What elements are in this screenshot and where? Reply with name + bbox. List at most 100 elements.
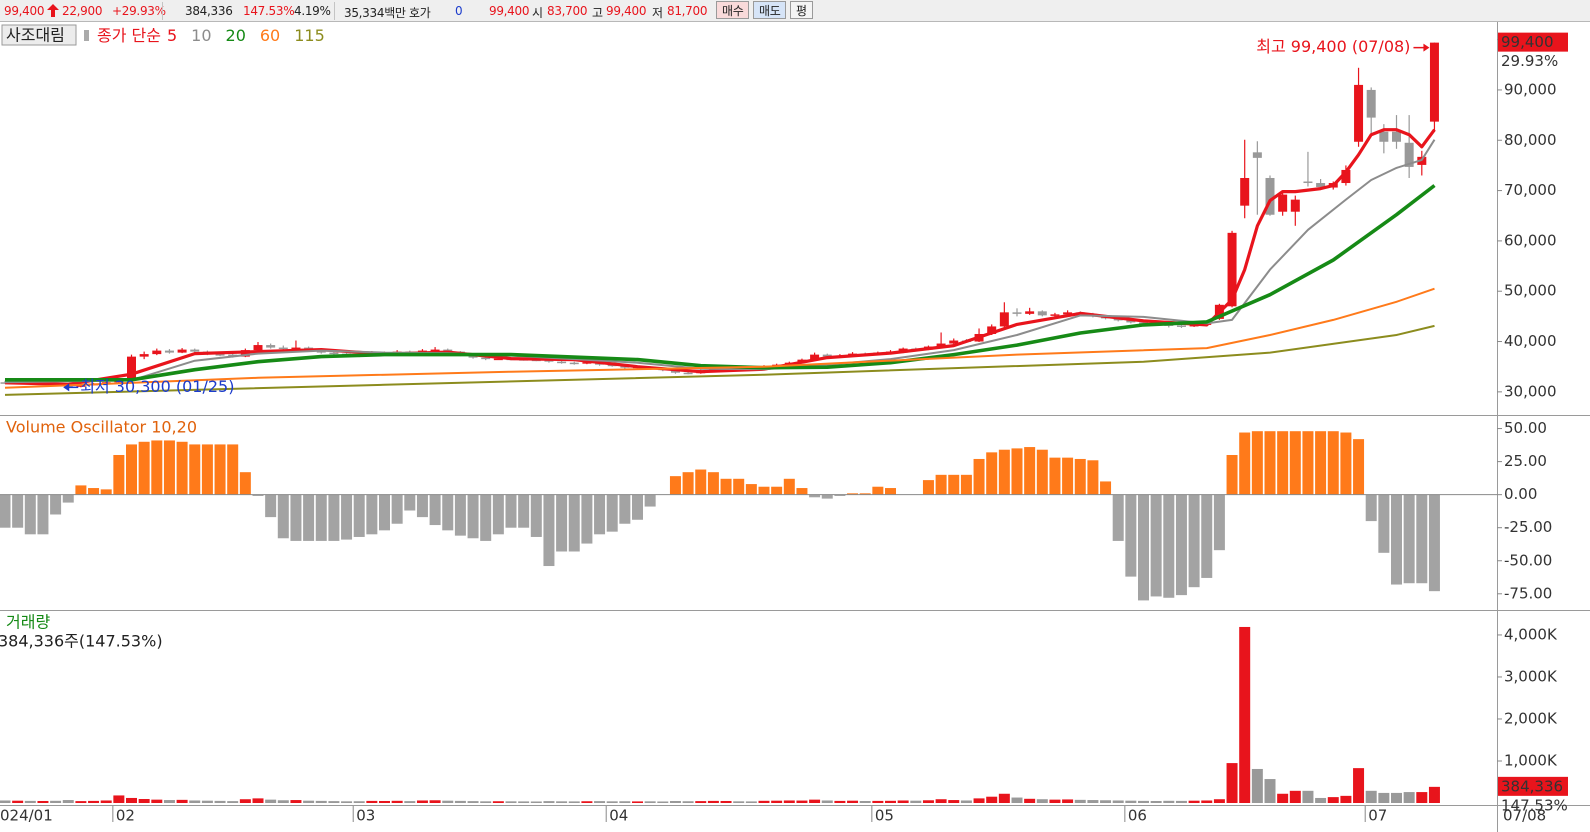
bar: [960, 474, 972, 495]
bar: [745, 484, 757, 495]
bar: [151, 440, 163, 495]
bar: [543, 494, 555, 567]
bar: [1201, 800, 1213, 803]
eval-button[interactable]: 평: [790, 1, 813, 19]
candle-body: [1290, 199, 1300, 212]
bar: [1251, 431, 1263, 495]
bar: [1213, 494, 1225, 551]
bar: [366, 800, 378, 803]
x-tick-label: 04: [609, 807, 628, 825]
bar: [796, 488, 808, 495]
bar: [720, 478, 732, 495]
candle-body: [936, 343, 946, 347]
bar: [556, 494, 568, 552]
bar: [429, 800, 441, 803]
bar: [24, 494, 36, 535]
bar: [467, 801, 479, 803]
bar: [480, 801, 492, 803]
candle-body: [215, 354, 225, 356]
up-arrow-icon: [47, 4, 59, 17]
bar: [1049, 799, 1061, 803]
bar: [62, 800, 74, 803]
bar: [1403, 494, 1415, 584]
bar: [682, 801, 694, 803]
legend-entry: 115: [294, 26, 325, 45]
bar: [897, 800, 909, 803]
bar: [151, 799, 163, 803]
bar: [859, 800, 871, 803]
candle-body: [1404, 142, 1414, 167]
change-label: 147.53%: [1501, 796, 1568, 814]
bar: [100, 489, 112, 495]
bar: [1011, 448, 1023, 495]
candle-body: [76, 384, 86, 387]
bar: [1112, 494, 1124, 541]
amount: 35,334백만: [344, 6, 406, 20]
bar: [1416, 494, 1428, 584]
sell-button[interactable]: 매도: [753, 1, 787, 19]
y-tick-label: -50.00: [1504, 551, 1552, 569]
bar: [239, 799, 251, 803]
bar: [910, 800, 922, 803]
bar: [707, 800, 719, 803]
bar: [758, 800, 770, 803]
bar: [568, 494, 580, 552]
buy-button[interactable]: 매수: [716, 1, 750, 19]
bar: [530, 494, 542, 537]
bar: [1378, 494, 1390, 553]
bar: [1188, 494, 1200, 588]
y-tick-label: 30,000: [1504, 382, 1557, 400]
panel-title: Volume Oscillator 10,20: [6, 418, 197, 437]
x-tick-label: 05: [875, 807, 894, 825]
candle-body: [582, 362, 592, 364]
bar: [720, 800, 732, 803]
bar: [594, 494, 606, 535]
bar: [1213, 799, 1225, 803]
candle-body: [557, 361, 567, 364]
bar: [277, 494, 289, 539]
bar: [1289, 790, 1301, 803]
y-tick-label: 4,000K: [1504, 625, 1558, 643]
bar: [1062, 457, 1074, 495]
x-tick-label: 07: [1368, 807, 1387, 825]
y-tick-label: 70,000: [1504, 181, 1557, 199]
bar: [1428, 494, 1440, 592]
quote-price: 99,400: [489, 4, 530, 18]
bar: [290, 494, 302, 541]
candle-body: [430, 349, 440, 352]
value-box: [1498, 776, 1568, 796]
bar: [163, 440, 175, 495]
bar: [1239, 432, 1251, 495]
bar: [619, 494, 631, 524]
bar: [454, 494, 466, 536]
bar: [568, 801, 580, 803]
bar: [1289, 431, 1301, 495]
symbol-box[interactable]: [1, 24, 77, 46]
low-label: 저: [652, 6, 663, 20]
bar: [669, 476, 681, 495]
bar: [1087, 800, 1099, 803]
bar: [214, 444, 226, 495]
toolbar: 99,400 22,900 +29.93% 384,336 147.53% 4.…: [0, 0, 1590, 22]
bar: [973, 798, 985, 803]
bar: [1074, 799, 1086, 803]
bar: [24, 800, 36, 803]
bar: [315, 800, 327, 803]
bar: [695, 469, 707, 495]
moving-average-line: [4, 139, 1436, 384]
y-tick-label: 40,000: [1504, 332, 1557, 350]
candle-body: [190, 349, 200, 352]
bar: [189, 800, 201, 803]
last-date: 07/08: [1503, 807, 1546, 825]
bar: [1428, 786, 1440, 803]
bar: [682, 472, 694, 495]
candle-body: [481, 357, 491, 360]
bar: [518, 801, 530, 803]
candle-body: [127, 356, 136, 380]
bar: [328, 494, 340, 541]
price: 99,400: [4, 4, 45, 18]
bar: [1024, 447, 1036, 495]
bar: [265, 799, 277, 803]
bar: [366, 494, 378, 535]
